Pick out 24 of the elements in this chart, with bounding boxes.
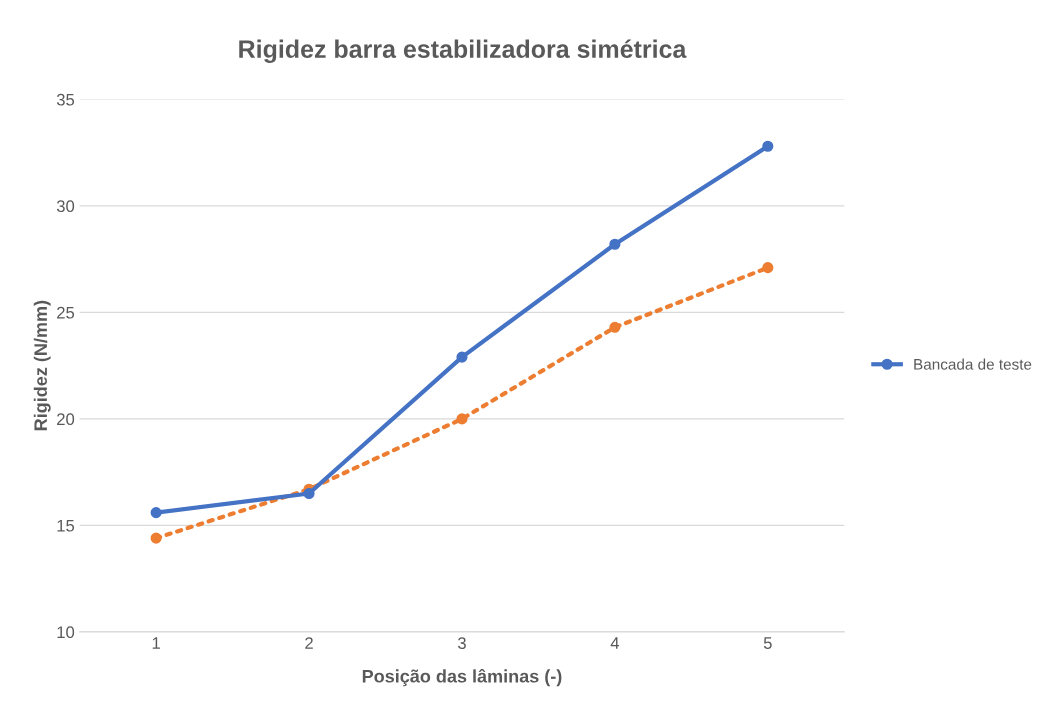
x-tick-label: 2 xyxy=(305,637,313,649)
y-tick-label: 25 xyxy=(57,306,75,319)
x-tick-label: 5 xyxy=(763,637,772,649)
point xyxy=(762,262,774,274)
y-tick-label: 20 xyxy=(57,413,75,426)
y-tick-label: 10 xyxy=(57,626,75,639)
x-tick-label: 1 xyxy=(152,637,160,649)
y-tick-label: 35 xyxy=(56,93,75,106)
legend-label: Bancada de teste xyxy=(914,358,1032,370)
point xyxy=(609,321,621,333)
chart-title: Rigidez barra estabilizadora simétrica xyxy=(239,39,687,64)
point xyxy=(303,487,315,500)
point xyxy=(456,351,468,363)
x-tick-label: 4 xyxy=(610,637,620,649)
y-tick-label: 15 xyxy=(57,519,75,532)
x-axis-title: Posição das lâminas (-) xyxy=(362,668,562,687)
point xyxy=(150,507,162,519)
point xyxy=(762,140,774,152)
point xyxy=(609,238,621,250)
y-axis-title: Rigidez (N/mm) xyxy=(33,300,51,431)
y-tick-label: 30 xyxy=(56,200,75,213)
point xyxy=(150,532,162,544)
x-tick-label: 3 xyxy=(457,637,466,649)
point xyxy=(456,413,468,425)
